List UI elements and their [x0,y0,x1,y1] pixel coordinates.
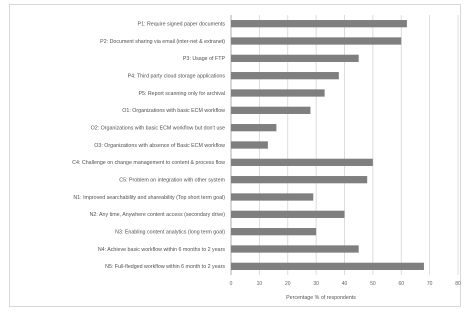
x-tick-label: 70 [427,281,433,287]
bar [231,20,407,28]
category-labels: P1: Require signed paper documents P2: Do… [72,21,225,270]
x-tick-label: 50 [370,281,376,287]
chart-frame: P1: Require signed paper documents P2: Do… [9,4,461,307]
bar [231,124,277,132]
category-label: O1: Organizations with basic ECM workflo… [122,108,225,114]
bar [231,193,314,201]
category-label: N3: Enabling content analytics (long ter… [115,229,225,235]
bar [231,210,345,218]
category-label: N4: Achieve basic workflow within 6 mont… [98,247,226,253]
bar [231,262,424,270]
bar [231,54,359,62]
category-label: P4: Third party cloud storage applicatio… [128,73,226,79]
bar [231,37,402,45]
category-label: N1: Improved searchability and shareabil… [73,195,225,201]
x-tick-label: 40 [342,281,348,287]
bar-chart: P1: Require signed paper documents P2: Do… [72,15,461,301]
x-tick-labels: 0 10 20 30 40 50 60 70 80 [230,281,461,287]
bar [231,245,359,253]
x-tick-label: 0 [230,281,233,287]
category-label: P5: Report scanning only for archival [138,91,225,97]
bar [231,72,339,80]
category-label: C4: Challenge on change management to co… [72,160,225,166]
bars [231,20,424,270]
x-axis-title: Percentage % of respondents [286,295,356,301]
bar [231,106,311,114]
x-tick-label: 10 [257,281,263,287]
x-tick-label: 60 [398,281,404,287]
category-label: P1: Require signed paper documents [138,21,226,27]
category-label: N5: Full-fledged workflow within 6 month… [105,264,225,270]
x-tick-label: 20 [285,281,291,287]
category-label: P2: Document sharing via email (inter-ne… [100,39,225,45]
category-label: O3: Organizations with absence of Basic … [94,143,225,149]
x-tick-label: 30 [313,281,319,287]
category-label: N2: Any time, Anywhere content access (s… [90,212,226,218]
bar [231,89,325,97]
bar [231,158,373,166]
bar [231,228,317,236]
category-label: O2: Organizations with basic ECM workflo… [91,125,225,131]
x-tick-label: 80 [455,281,461,287]
category-label: C5: Problem on integration with other sy… [119,177,225,183]
bar [231,176,368,184]
bar [231,141,268,149]
category-label: P3: Usage of FTP [183,56,226,62]
